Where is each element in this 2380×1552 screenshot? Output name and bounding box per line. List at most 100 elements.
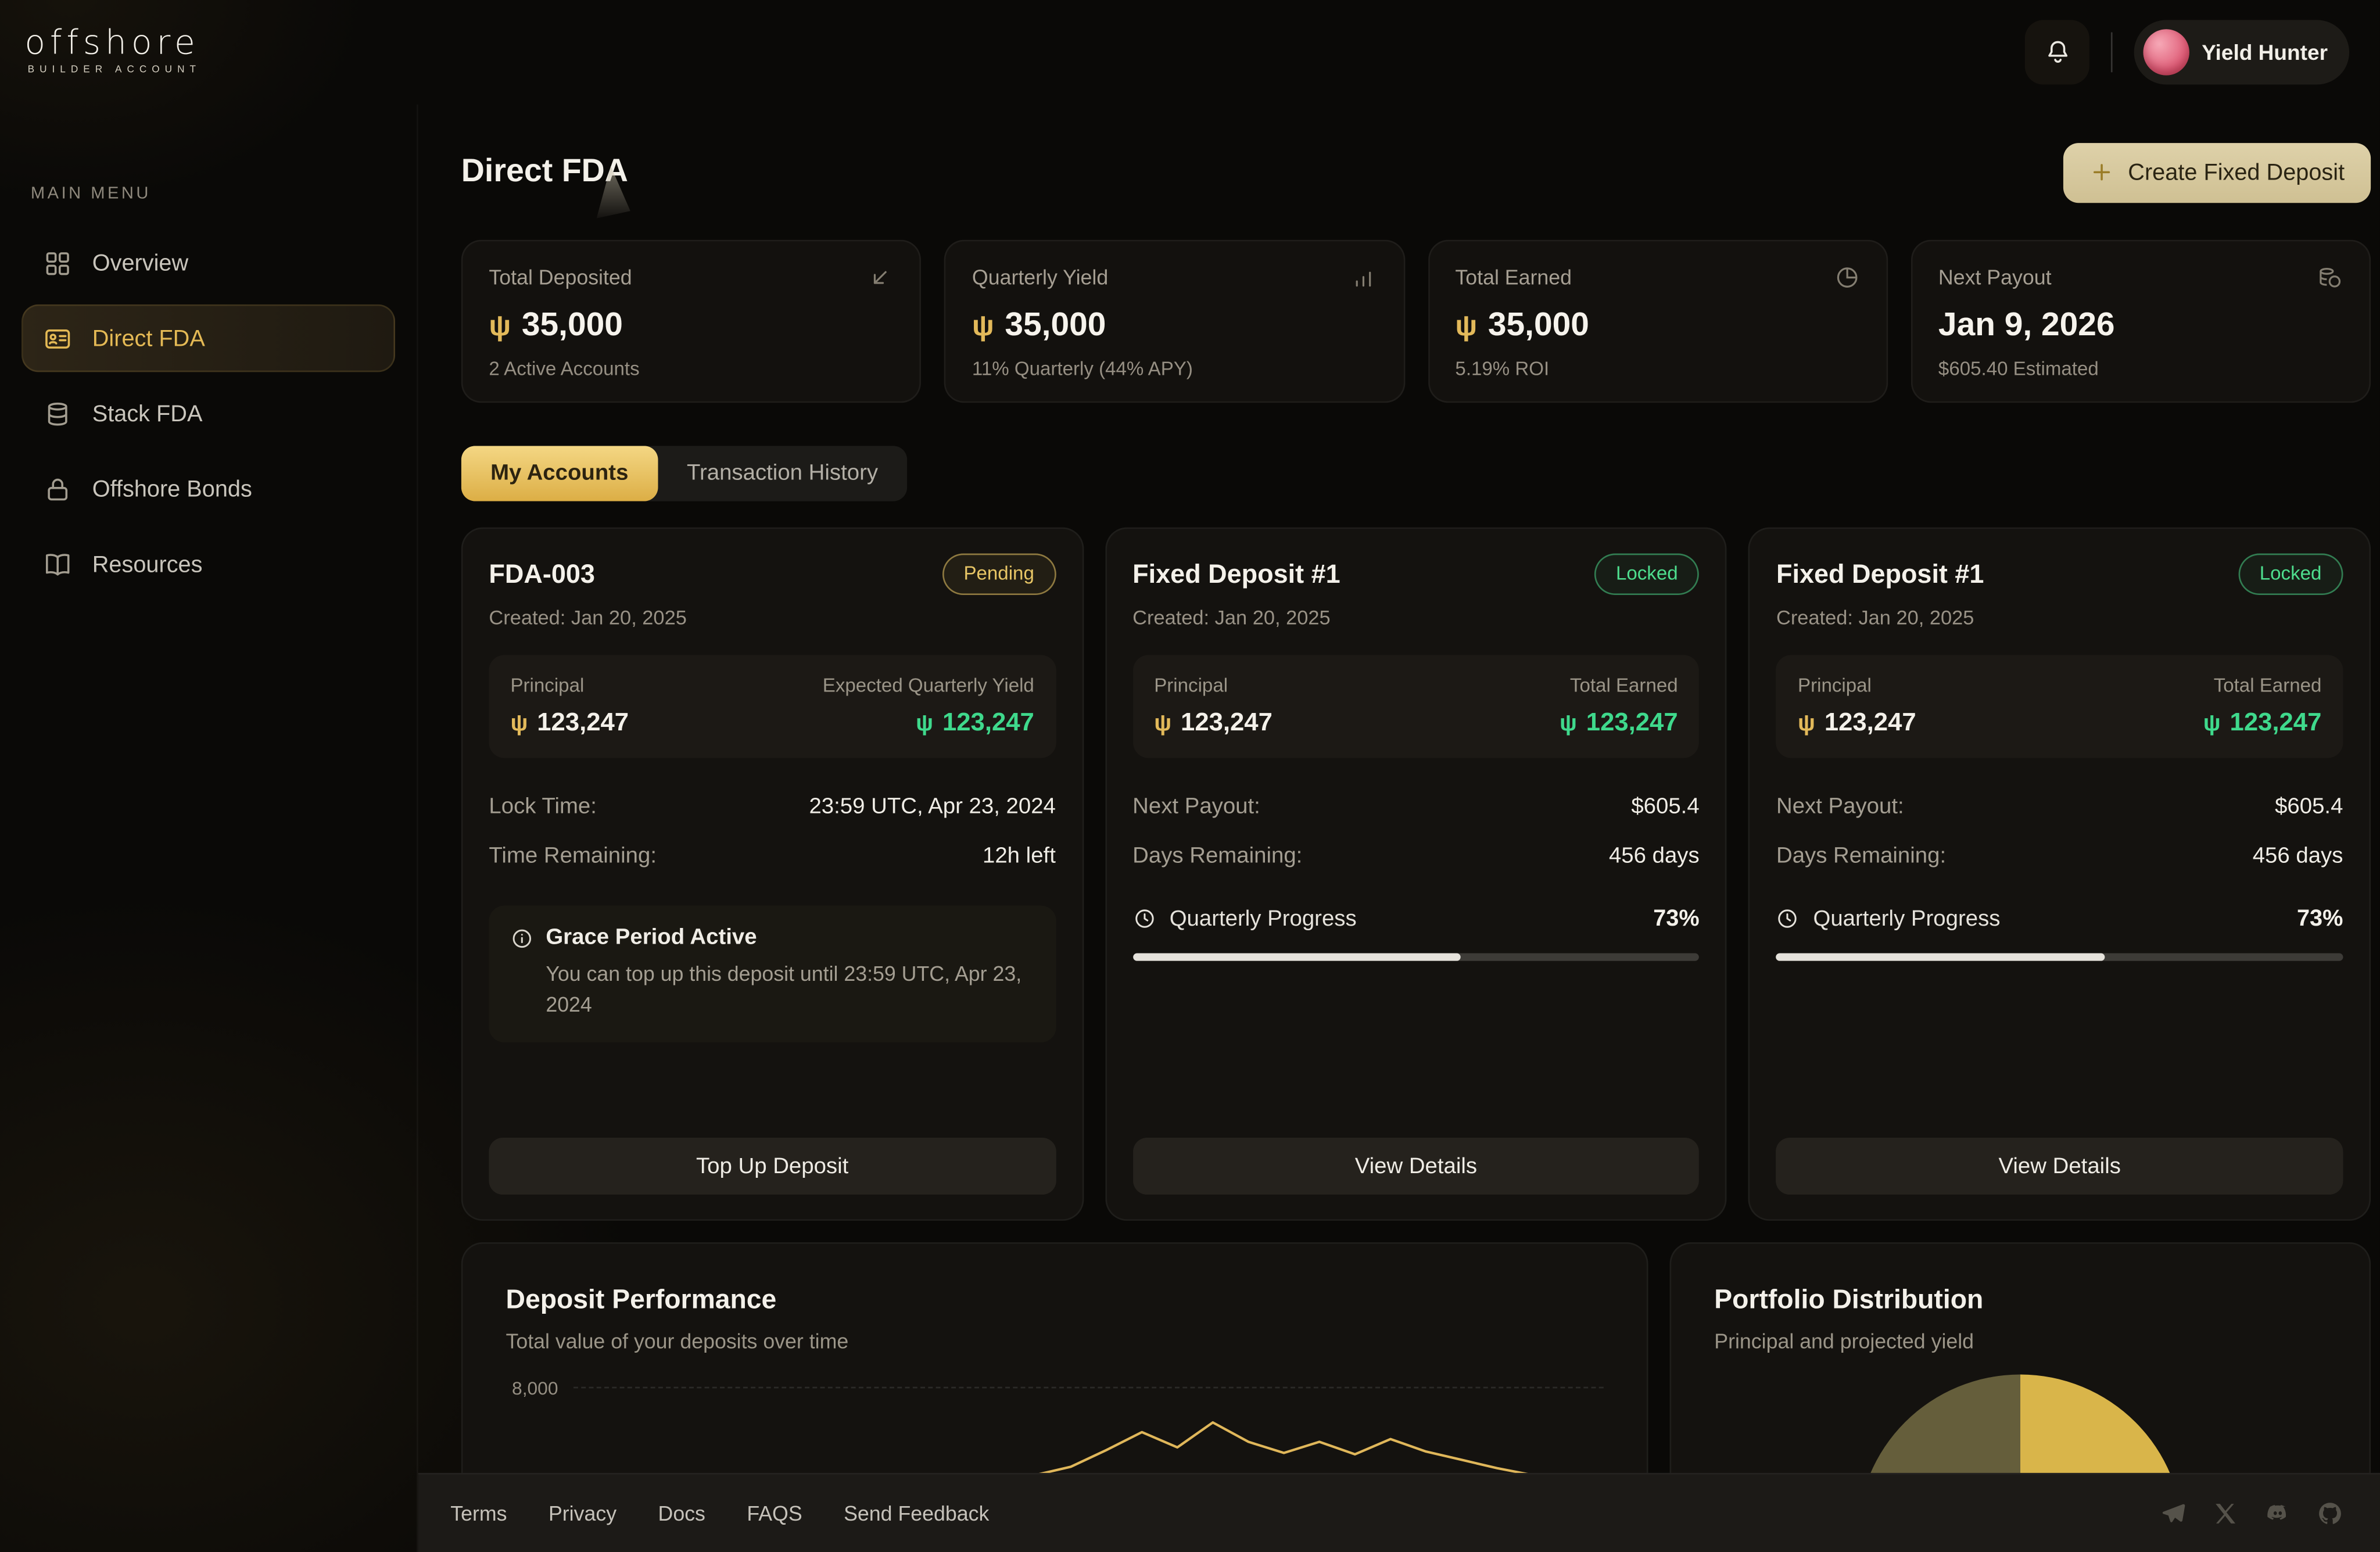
progress-bar-fill [1132,953,1461,961]
coins-icon [2317,264,2343,291]
panel-value: 123,247 [942,708,1034,737]
view-details-button[interactable]: View Details [1776,1138,2343,1195]
grace-title: Grace Period Active [546,925,757,951]
y-axis-tick: 8,000 [512,1377,558,1399]
stat-subtext: $605.40 Estimated [1938,358,2099,380]
sidebar-item-overview[interactable]: Overview [21,229,395,296]
x-icon[interactable] [2213,1500,2239,1526]
sidebar-item-offshore-bonds[interactable]: Offshore Bonds [21,455,395,522]
panel-label: Expected Quarterly Yield [822,675,1034,697]
row-label: Time Remaining: [489,844,657,869]
notifications-button[interactable] [2024,20,2090,85]
progress-bar-fill [1776,953,2105,961]
github-icon[interactable] [2317,1500,2343,1526]
stat-card-quarterly-yield: Quarterly Yield ψ 35,000 11% Quarterly (… [944,239,1405,403]
row-value: 12h left [982,844,1056,869]
sidebar-section-label: MAIN MENU [30,184,151,203]
pie-chart-icon [1834,264,1860,291]
top-up-deposit-button[interactable]: Top Up Deposit [489,1138,1056,1195]
currency-trident-icon: ψ [489,310,511,343]
row-label: Lock Time: [489,794,597,820]
user-menu[interactable]: Yield Hunter [2134,20,2350,85]
panel-value: 123,247 [1181,708,1273,737]
row-label: Days Remaining: [1132,844,1303,869]
status-badge-locked: Locked [2238,553,2343,595]
sidebar-item-label: Resources [92,551,203,578]
sidebar-item-label: Overview [92,249,189,276]
topbar: offshore BUILDER ACCOUNT Yield Hunter [0,0,2380,105]
footer-link-docs[interactable]: Docs [658,1501,705,1525]
brand-name: offshore [24,24,200,64]
deposit-row: Days Remaining: 456 days [1776,844,2343,869]
currency-trident-icon: ψ [972,310,994,343]
view-details-button[interactable]: View Details [1132,1138,1700,1195]
deposit-summary-panel: Principal ψ 123,247 Total Earned ψ 123,2… [1132,655,1700,758]
progress-label: Quarterly Progress [1813,906,2001,931]
clock-icon [1776,907,1800,930]
row-label: Next Payout: [1132,794,1260,820]
status-badge-locked: Locked [1594,553,1700,595]
footer-link-terms[interactable]: Terms [450,1501,507,1525]
panel-value: 123,247 [2230,708,2322,737]
info-icon [510,926,533,949]
sidebar-item-direct-fda[interactable]: Direct FDA [21,304,396,372]
currency-trident-icon: ψ [1798,710,1815,737]
deposit-name: Fixed Deposit #1 [1776,558,1984,589]
footer-link-faqs[interactable]: FAQS [747,1501,802,1525]
deposit-row: Next Payout: $605.4 [1132,795,1700,819]
brand-logo: offshore BUILDER ACCOUNT [24,24,201,76]
tab-my-accounts[interactable]: My Accounts [461,446,658,501]
stat-card-total-deposited: Total Deposited ψ 35,000 2 Active Accoun… [461,239,922,403]
status-badge-pending: Pending [942,553,1056,595]
chart-subtitle: Principal and projected yield [1714,1329,1974,1353]
create-fixed-deposit-label: Create Fixed Deposit [2128,159,2345,185]
stats-row: Total Deposited ψ 35,000 2 Active Accoun… [461,239,2371,403]
stat-label: Total Earned [1455,266,1572,289]
telegram-icon[interactable] [2160,1500,2187,1526]
deposit-summary-panel: Principal ψ 123,247 Expected Quarterly Y… [489,655,1056,758]
page-title: Direct FDA [461,153,628,189]
stat-label: Quarterly Yield [972,266,1109,289]
panel-label: Principal [1798,675,1872,697]
topbar-right: Yield Hunter [2024,20,2350,85]
panel-label: Principal [1154,675,1228,697]
bell-icon [2042,38,2071,67]
footer-link-privacy[interactable]: Privacy [548,1501,617,1525]
create-fixed-deposit-button[interactable]: Create Fixed Deposit [2063,142,2371,202]
bar-chart-icon [1351,264,1377,291]
quarterly-progress-header: Quarterly Progress 73% [1776,905,2343,931]
sidebar-item-stack-fda[interactable]: Stack FDA [21,380,395,447]
footer-social-icons [2160,1500,2343,1526]
stat-value: 35,000 [1488,306,1589,343]
chart-subtitle: Total value of your deposits over time [506,1329,849,1353]
footer-link-send-feedback[interactable]: Send Feedback [844,1501,990,1525]
footer: Terms Privacy Docs FAQS Send Feedback [418,1472,2380,1552]
tab-label: Transaction History [686,461,879,486]
progress-label: Quarterly Progress [1169,906,1357,931]
deposit-card-fixed-1: Fixed Deposit #1 Locked Created: Jan 20,… [1105,527,1727,1221]
deposit-created: Created: Jan 20, 2025 [1132,605,1331,629]
stat-value: 35,000 [1005,306,1106,343]
footer-links: Terms Privacy Docs FAQS Send Feedback [450,1501,989,1525]
tab-label: My Accounts [490,461,629,486]
sidebar-item-resources[interactable]: Resources [21,531,395,598]
chart-title: Deposit Performance [506,1284,777,1315]
panel-label: Total Earned [1569,675,1678,697]
main-content: Direct FDA Create Fixed Deposit Total De… [418,105,2380,1552]
quarterly-progress-header: Quarterly Progress 73% [1132,905,1700,931]
arrow-down-left-icon [868,264,894,291]
stat-label: Total Deposited [489,266,632,289]
discord-icon[interactable] [2265,1500,2291,1526]
grace-body: You can top up this deposit until 23:59 … [546,962,1022,1017]
progress-bar [1132,953,1700,961]
tab-transaction-history[interactable]: Transaction History [658,446,908,501]
row-value: 23:59 UTC, Apr 23, 2024 [809,794,1056,820]
book-open-icon [43,550,72,579]
deposit-created: Created: Jan 20, 2025 [1776,605,1974,629]
deposit-card-fixed-2: Fixed Deposit #1 Locked Created: Jan 20,… [1748,527,2371,1221]
avatar [2143,29,2190,76]
id-card-icon [43,324,72,353]
currency-trident-icon: ψ [1559,710,1577,737]
stat-subtext: 2 Active Accounts [489,358,640,380]
